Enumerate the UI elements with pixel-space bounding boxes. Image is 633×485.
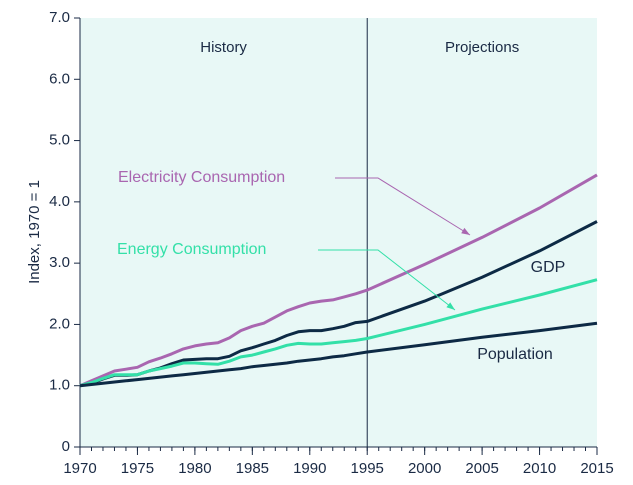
y-tick-label: 4.0 (49, 193, 70, 210)
x-tick-label: 2010 (523, 460, 556, 477)
y-tick-label: 1.0 (49, 377, 70, 394)
series-label: Energy Consumption (117, 241, 266, 258)
arrow-head (446, 302, 455, 310)
x-tick-label: 1970 (63, 460, 96, 477)
y-tick-label: 0 (62, 438, 70, 455)
x-tick-label: 2005 (465, 460, 498, 477)
x-tick-label: 1985 (236, 460, 269, 477)
plot-background (80, 18, 597, 447)
y-tick-label: 7.0 (49, 9, 70, 26)
leader-line (318, 249, 456, 311)
series-label: Electricity Consumption (118, 169, 285, 186)
x-tick-label: 2015 (580, 460, 613, 477)
arrow-head (461, 227, 470, 235)
y-axis-label: Index, 1970 = 1 (26, 180, 43, 284)
annotation: History (200, 39, 247, 56)
series-line (79, 278, 598, 388)
x-tick-label: 1995 (351, 460, 384, 477)
y-tick-label: 5.0 (49, 132, 70, 149)
y-tick-label: 3.0 (49, 254, 70, 271)
y-tick-label: 6.0 (49, 70, 70, 87)
series-label: GDP (531, 259, 566, 276)
series-line (79, 321, 598, 388)
x-tick-label: 1990 (293, 460, 326, 477)
annotation: Projections (445, 39, 519, 56)
x-tick-label: 2000 (408, 460, 441, 477)
series-line (79, 173, 598, 388)
x-tick-label: 1975 (121, 460, 154, 477)
x-tick-label: 1980 (178, 460, 211, 477)
series-label: Population (477, 346, 553, 363)
leader-line (335, 177, 471, 236)
y-tick-label: 2.0 (49, 315, 70, 332)
